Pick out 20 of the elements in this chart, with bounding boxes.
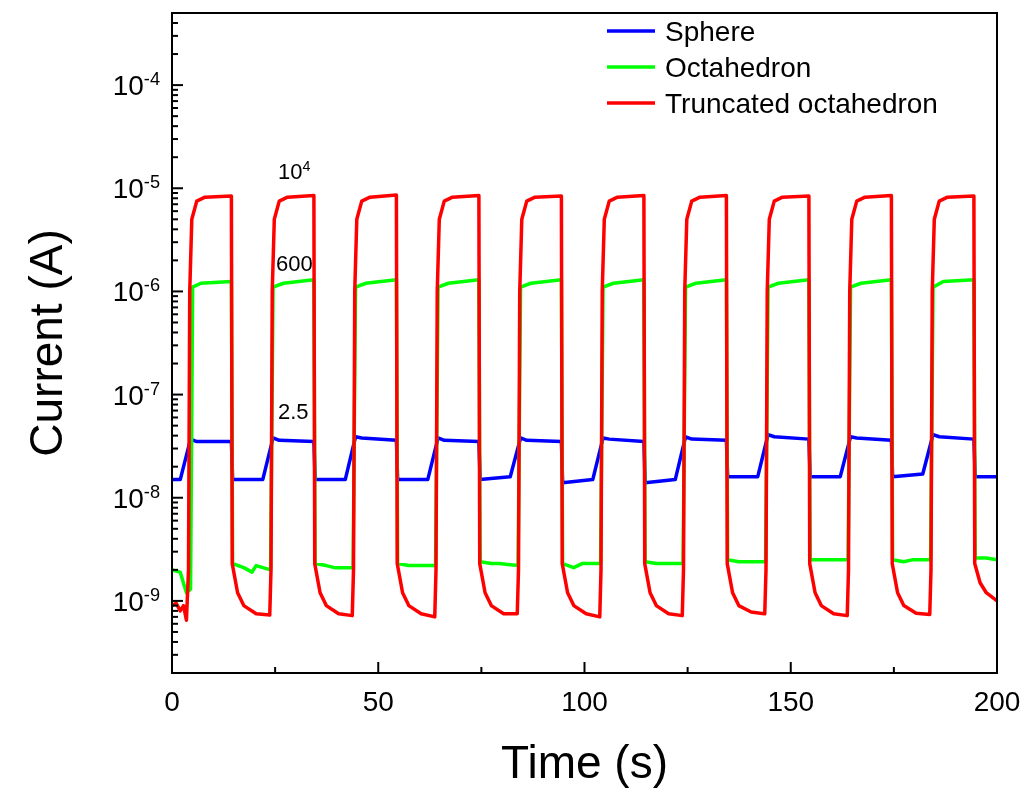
- y-tick-label: 10$^{-7}$: [112, 378, 160, 411]
- x-tick-label: 50: [362, 686, 394, 717]
- legend-label: Truncated octahedron: [665, 88, 938, 119]
- y-tick-label: 10$^{-8}$: [112, 481, 160, 514]
- annotation: 10$^{4}$: [278, 158, 311, 184]
- x-tick-label: 100: [561, 686, 608, 717]
- y-tick-label: 10$^{-5}$: [112, 172, 160, 205]
- x-tick-label: 200: [973, 686, 1021, 717]
- legend-label: Octahedron: [665, 52, 812, 83]
- x-tick-label: 0: [164, 686, 180, 717]
- line-series: [172, 193, 997, 622]
- y-tick-label: 10$^{-6}$: [112, 275, 160, 308]
- x-axis-title: Time (s): [501, 736, 668, 788]
- x-tick-label: 150: [767, 686, 815, 717]
- annotation: 2.5: [278, 399, 309, 424]
- y-axis-title: Current (A): [20, 229, 72, 457]
- legend-label: Sphere: [665, 16, 756, 47]
- y-tick-label: 10$^{-9}$: [112, 584, 160, 617]
- annotation: 600: [276, 251, 313, 276]
- y-tick-label: 10$^{-4}$: [112, 69, 160, 102]
